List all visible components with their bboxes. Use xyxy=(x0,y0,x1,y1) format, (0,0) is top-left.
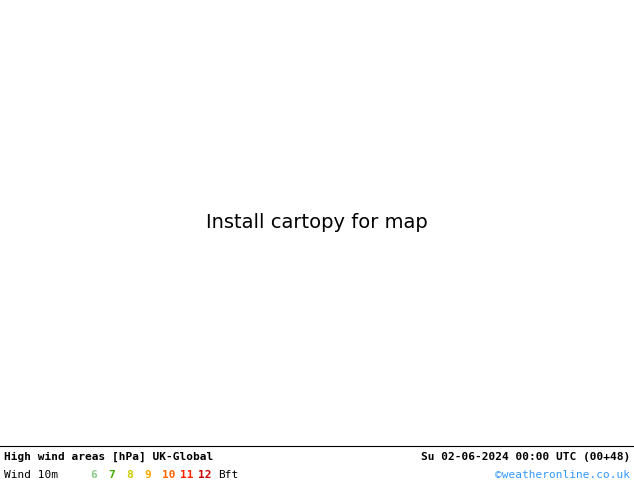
Text: Su 02-06-2024 00:00 UTC (00+48): Su 02-06-2024 00:00 UTC (00+48) xyxy=(421,452,630,462)
Text: 9: 9 xyxy=(144,470,151,480)
Text: Wind 10m: Wind 10m xyxy=(4,470,58,480)
Text: 8: 8 xyxy=(126,470,133,480)
Text: 11: 11 xyxy=(180,470,193,480)
Text: 7: 7 xyxy=(108,470,115,480)
Text: Bft: Bft xyxy=(218,470,238,480)
Text: 6: 6 xyxy=(90,470,97,480)
Text: Install cartopy for map: Install cartopy for map xyxy=(206,213,428,232)
Text: High wind areas [hPa] UK-Global: High wind areas [hPa] UK-Global xyxy=(4,452,213,462)
Text: 10: 10 xyxy=(162,470,176,480)
Text: ©weatheronline.co.uk: ©weatheronline.co.uk xyxy=(495,470,630,480)
Text: 12: 12 xyxy=(198,470,212,480)
